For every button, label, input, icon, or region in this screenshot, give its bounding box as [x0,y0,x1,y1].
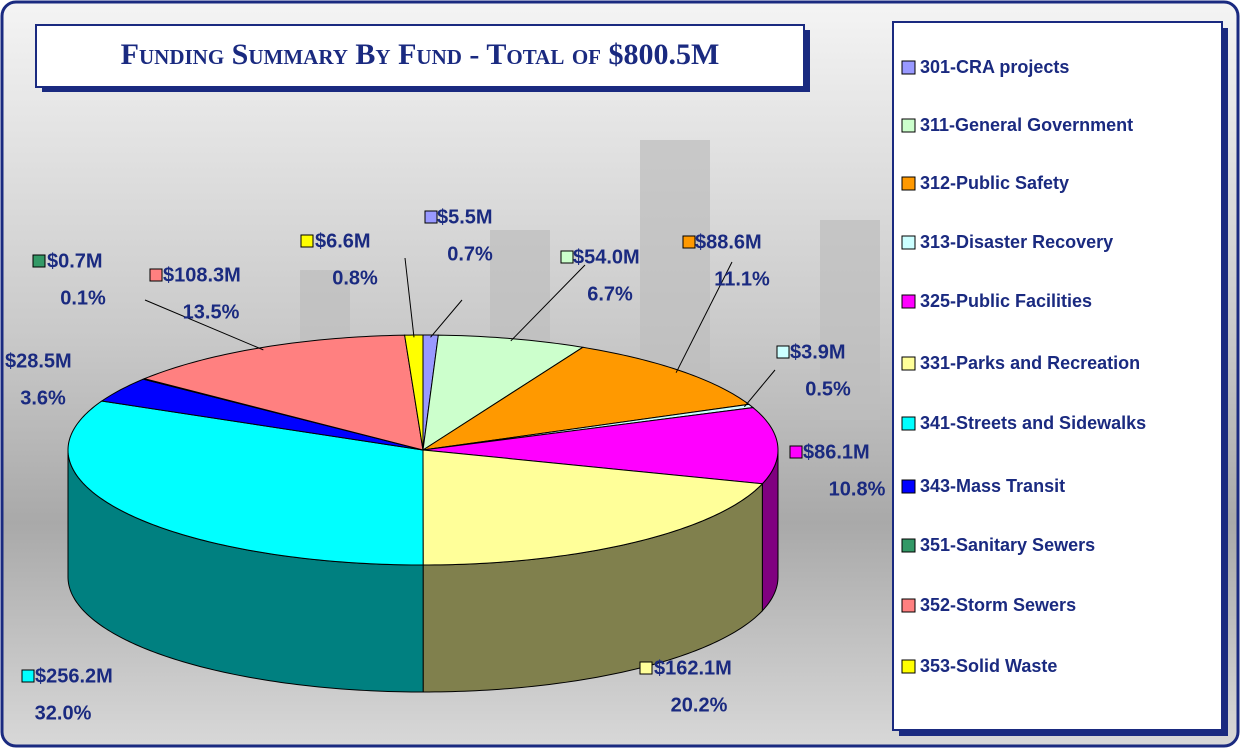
pie-slice [100,378,424,451]
label-swatch [300,234,314,248]
label-swatch [789,445,803,459]
value-label: $28.5M [5,350,72,372]
value-label: $162.1M [654,657,732,679]
legend-label: 353-Solid Waste [920,656,1057,676]
percent-label: 10.8% [829,478,886,500]
legend-label: 351-Sanitary Sewers [920,535,1095,555]
value-label: $6.6M [315,230,371,252]
percent-label: 32.0% [35,702,92,724]
label-swatch [682,235,696,249]
legend-swatch [901,294,916,309]
legend-box [892,21,1223,731]
label-swatch [776,345,790,359]
pie-slice [67,400,424,566]
legend-label: 313-Disaster Recovery [920,232,1113,252]
legend-swatch [901,659,916,674]
percent-label: 13.5% [183,301,240,323]
legend-swatch [901,479,916,494]
pie-slice [422,449,764,566]
percent-label: 0.7% [447,243,493,265]
label-swatch [424,210,438,224]
value-label: $88.6M [695,231,762,253]
percent-label: 3.6% [20,387,66,409]
leader-line [404,257,415,338]
legend-label: 341-Streets and Sidewalks [920,413,1146,433]
legend-label: 352-Storm Sewers [920,595,1076,615]
legend-label: 312-Public Safety [920,173,1069,193]
label-swatch [149,268,163,282]
label-swatch [32,254,46,268]
value-label: $108.3M [163,264,241,286]
value-label: $0.7M [47,250,103,272]
legend-label: 311-General Government [920,115,1133,135]
legend-swatch [901,538,916,553]
title-box [35,24,805,88]
chart-title: Funding Summary By Fund - Total of $800.… [121,38,720,71]
legend-swatch [901,598,916,613]
leader-line [675,261,733,373]
legend-swatch [901,118,916,133]
percent-label: 0.8% [332,267,378,289]
percent-label: 11.1% [714,268,770,290]
leader-line [510,264,586,342]
value-label: $86.1M [803,441,870,463]
legend-swatch [901,60,916,75]
percent-label: 0.1% [60,287,106,309]
value-label: $256.2M [35,665,113,687]
legend-label: 343-Mass Transit [920,476,1065,496]
label-swatch [560,250,574,264]
pie-slice [422,407,779,485]
pie-slice [422,346,751,451]
percent-label: 0.5% [805,378,851,400]
value-label: $54.0M [573,246,640,268]
legend-swatch [901,235,916,250]
label-swatch [21,669,35,683]
percent-label: 6.7% [587,283,633,305]
legend-label: 325-Public Facilities [920,291,1092,311]
pie-slice [142,334,424,451]
leader-line [743,369,776,408]
legend-swatch [901,176,916,191]
legend-swatch [901,416,916,431]
label-swatch [639,661,653,675]
legend-swatch [901,356,916,371]
value-label: $5.5M [437,206,493,228]
leader-line [144,299,264,351]
value-label: $3.9M [790,341,846,363]
leader-line [430,299,463,338]
legend-label: 331-Parks and Recreation [920,353,1140,373]
legend-label: 301-CRA projects [920,57,1069,77]
percent-label: 20.2% [671,694,728,716]
